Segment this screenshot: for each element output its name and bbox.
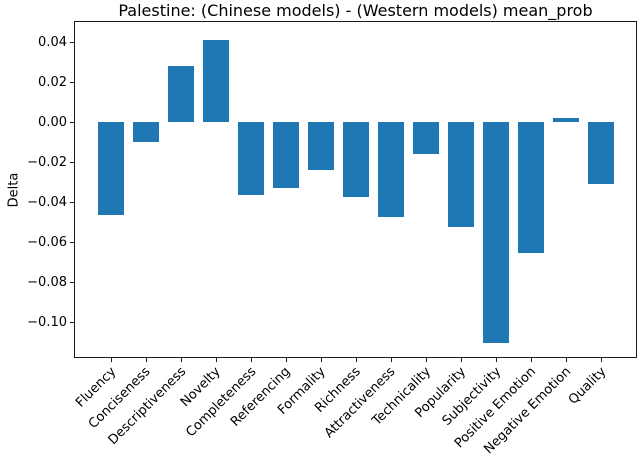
x-tick bbox=[601, 358, 602, 362]
y-tick bbox=[70, 282, 74, 284]
y-tick-label: −0.04 bbox=[27, 195, 67, 211]
bar-positive-emotion bbox=[518, 122, 544, 253]
bar-completeness bbox=[238, 122, 264, 195]
y-tick-label: 0.02 bbox=[38, 74, 67, 90]
x-tick bbox=[566, 358, 567, 362]
x-tick bbox=[286, 358, 287, 362]
x-tick bbox=[251, 358, 252, 362]
y-tick-label: 0.00 bbox=[38, 114, 67, 130]
y-tick bbox=[70, 322, 74, 324]
y-tick bbox=[70, 242, 74, 244]
x-tick bbox=[461, 358, 462, 362]
y-tick-label: −0.08 bbox=[27, 275, 67, 291]
y-tick bbox=[70, 202, 74, 204]
x-tick bbox=[496, 358, 497, 362]
bar-fluency bbox=[98, 122, 124, 215]
x-tick bbox=[426, 358, 427, 362]
y-tick-label: −0.10 bbox=[27, 315, 67, 331]
y-tick-label: −0.02 bbox=[27, 154, 67, 170]
y-tick bbox=[70, 41, 74, 43]
bar-quality bbox=[588, 122, 614, 185]
y-tick-label: −0.06 bbox=[27, 235, 67, 251]
x-tick bbox=[216, 358, 217, 362]
y-tick bbox=[70, 81, 74, 83]
x-tick bbox=[321, 358, 322, 362]
bar-negative-emotion bbox=[553, 118, 579, 123]
bar-technicality bbox=[413, 122, 439, 155]
y-tick bbox=[70, 121, 74, 123]
bar-formality bbox=[308, 122, 334, 171]
chart-title: Palestine: (Chinese models) - (Western m… bbox=[118, 1, 593, 20]
x-tick bbox=[146, 358, 147, 362]
bar-novelty bbox=[203, 40, 229, 123]
x-tick bbox=[391, 358, 392, 362]
y-tick bbox=[70, 161, 74, 163]
bar-popularity bbox=[448, 122, 474, 227]
x-tick bbox=[356, 358, 357, 362]
bar-conciseness bbox=[133, 122, 159, 143]
x-tick bbox=[111, 358, 112, 362]
bar-descriptiveness bbox=[168, 66, 194, 123]
y-tick-label: 0.04 bbox=[38, 34, 67, 50]
plot-area: 0.04 0.02 0.00 −0.02 −0.04 −0.06 −0.08 −0.10 Flu… bbox=[27, 21, 637, 457]
x-tick bbox=[181, 358, 182, 362]
bar-referencing bbox=[273, 122, 299, 189]
bar-richness bbox=[343, 122, 369, 197]
bar-subjectivity bbox=[483, 122, 509, 343]
bar-attractiveness bbox=[378, 122, 404, 217]
x-tick bbox=[531, 358, 532, 362]
